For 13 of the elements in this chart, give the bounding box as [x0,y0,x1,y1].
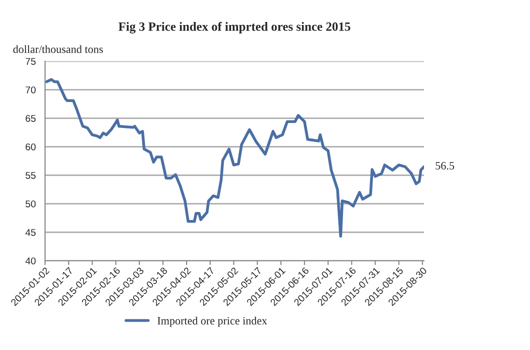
y-axis-title: dollar/thousand tons [13,45,103,54]
y-tick-label: 40 [25,257,36,264]
legend-label: Imported ore price index [158,316,268,327]
y-tick-label: 65 [26,114,36,122]
y-tick-label: 75 [26,58,36,65]
y-tick-label: 70 [26,86,36,94]
data-label: 56.5 [436,162,454,170]
y-tick-label: 45 [25,229,36,236]
y-tick-label: 50 [26,200,36,208]
line-series [45,78,424,238]
y-tick-label: 55 [26,172,36,179]
y-tick-label: 60 [26,143,36,150]
chart-title: Fig 3 Price index of imprted ores since 2015 [118,22,350,34]
